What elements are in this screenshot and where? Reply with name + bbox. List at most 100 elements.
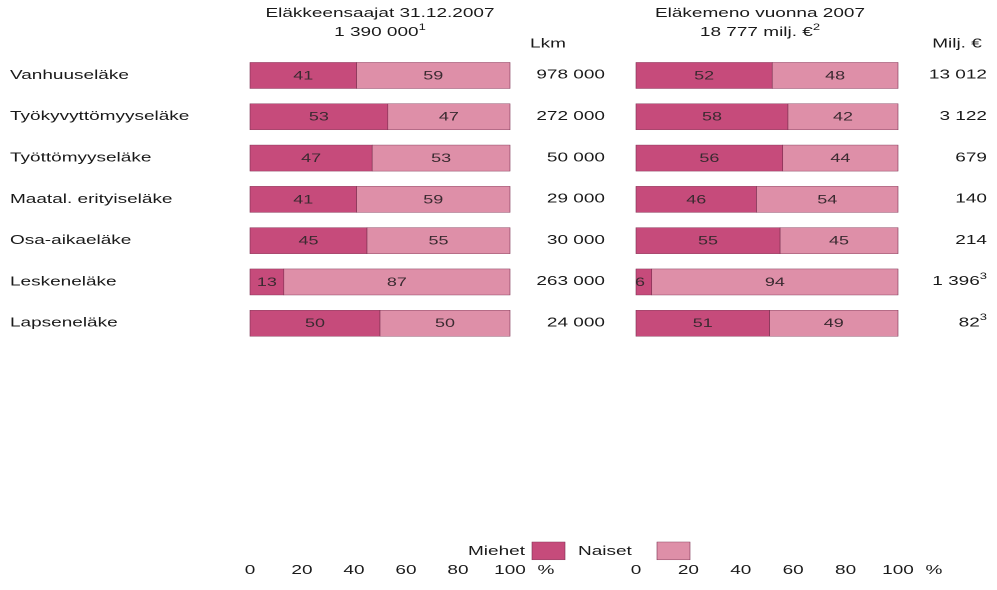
x-unit: % bbox=[926, 563, 943, 577]
data-label: 53 bbox=[309, 110, 329, 124]
total-label: 30 000 bbox=[547, 233, 605, 247]
chart-subtitle-note: 1 bbox=[419, 23, 426, 33]
bar-segment bbox=[249, 144, 373, 172]
total-label: 140 bbox=[955, 192, 987, 206]
bar-segment bbox=[249, 103, 389, 131]
chart-subtitle-note: 2 bbox=[813, 23, 820, 33]
bar-segment bbox=[635, 186, 757, 213]
data-label: 55 bbox=[428, 234, 448, 248]
data-label: 13 bbox=[257, 276, 277, 290]
total-label-text: 263 000 bbox=[536, 274, 605, 288]
bar-segment bbox=[371, 144, 511, 172]
bar-segment bbox=[635, 310, 770, 337]
chart-title: Eläkkeensaajat 31.12.2007 bbox=[265, 6, 494, 20]
chart-subtitle-text: 1 390 000 bbox=[334, 25, 418, 39]
total-label: 3 122 bbox=[939, 109, 987, 123]
category-label: Osa-aikaeläke bbox=[10, 233, 131, 247]
data-label: 59 bbox=[423, 69, 443, 83]
x-tick-label: 100 bbox=[494, 563, 526, 577]
total-label-text: 13 012 bbox=[929, 68, 987, 82]
total-label: 50 000 bbox=[547, 150, 605, 164]
bar-segment bbox=[635, 144, 784, 172]
category-label: Työkyvyttömyyseläke bbox=[10, 109, 189, 123]
data-label: 44 bbox=[830, 152, 850, 166]
legend-swatch bbox=[656, 541, 691, 561]
total-label-text: 140 bbox=[955, 192, 987, 206]
bar-segment bbox=[787, 103, 899, 131]
data-label: 94 bbox=[765, 276, 785, 290]
total-label-text: 50 000 bbox=[547, 150, 605, 164]
bar-segment bbox=[635, 103, 789, 131]
total-label: 13 012 bbox=[929, 68, 987, 82]
bar-segment bbox=[779, 227, 899, 254]
x-tick-label: 40 bbox=[343, 563, 364, 577]
total-label-text: 30 000 bbox=[547, 233, 605, 247]
chart-title: Eläkemeno vuonna 2007 bbox=[655, 6, 865, 20]
bar-segment bbox=[635, 62, 773, 89]
legend-label: Naiset bbox=[578, 544, 632, 558]
bar-segment bbox=[651, 268, 899, 296]
bar-segment bbox=[379, 310, 511, 337]
data-label: 50 bbox=[435, 317, 455, 331]
total-label: 263 000 bbox=[536, 274, 605, 288]
data-label: 41 bbox=[293, 69, 313, 83]
x-tick-label: 80 bbox=[835, 563, 856, 577]
bar-segment bbox=[356, 62, 511, 89]
total-label-text: 679 bbox=[955, 150, 987, 164]
total-label-text: 978 000 bbox=[536, 68, 605, 82]
x-tick-label: 0 bbox=[631, 563, 642, 577]
bar-segment bbox=[387, 103, 511, 131]
total-label: 679 bbox=[955, 150, 987, 164]
total-label-text: 82 bbox=[959, 316, 980, 330]
data-label: 56 bbox=[699, 152, 719, 166]
total-label: 1 3963 bbox=[932, 272, 987, 289]
bar-segment bbox=[249, 227, 368, 254]
bar-segment bbox=[249, 62, 357, 89]
bar-segment bbox=[366, 227, 511, 254]
x-tick-label: 100 bbox=[882, 563, 914, 577]
data-label: 52 bbox=[694, 69, 714, 83]
data-label: 54 bbox=[817, 193, 837, 207]
category-label: Työttömyyseläke bbox=[10, 150, 151, 164]
data-label: 55 bbox=[698, 234, 718, 248]
data-label: 48 bbox=[825, 69, 845, 83]
bar-segment bbox=[635, 227, 781, 254]
x-unit: % bbox=[538, 563, 555, 577]
data-label: 47 bbox=[439, 110, 459, 124]
bar-segment bbox=[283, 268, 511, 296]
bar-segment bbox=[356, 186, 511, 213]
category-label: Vanhuuseläke bbox=[10, 68, 129, 82]
chart-subtitle: 18 777 milj. €2 bbox=[700, 23, 820, 40]
total-label: 24 000 bbox=[547, 316, 605, 330]
data-label: 87 bbox=[387, 276, 407, 290]
total-label-text: 214 bbox=[955, 233, 987, 247]
total-label-text: 3 122 bbox=[939, 109, 987, 123]
total-header: Lkm bbox=[530, 36, 566, 50]
data-label: 51 bbox=[693, 317, 713, 331]
chart-subtitle: 1 390 0001 bbox=[334, 23, 426, 40]
data-label: 50 bbox=[305, 317, 325, 331]
x-tick-label: 60 bbox=[395, 563, 416, 577]
bar-segment bbox=[782, 144, 899, 172]
data-label: 41 bbox=[293, 193, 313, 207]
total-label-text: 29 000 bbox=[547, 192, 605, 206]
total-label: 978 000 bbox=[536, 68, 605, 82]
x-tick-label: 0 bbox=[245, 563, 256, 577]
total-label-note: 3 bbox=[980, 313, 987, 323]
total-label: 214 bbox=[955, 233, 987, 247]
category-label: Lapseneläke bbox=[10, 316, 118, 330]
total-label-text: 24 000 bbox=[547, 316, 605, 330]
data-label: 49 bbox=[824, 317, 844, 331]
chart-subtitle-text: 18 777 milj. € bbox=[700, 25, 813, 39]
category-label: Maatal. erityiseläke bbox=[10, 192, 173, 206]
data-label: 46 bbox=[686, 193, 706, 207]
data-label: 6 bbox=[635, 276, 645, 290]
category-label: Leskeneläke bbox=[10, 274, 117, 288]
x-tick-label: 20 bbox=[678, 563, 699, 577]
legend-swatch bbox=[531, 541, 566, 561]
x-tick-label: 20 bbox=[291, 563, 312, 577]
bar-segment bbox=[771, 62, 899, 89]
bar-segment bbox=[249, 310, 381, 337]
bar-segment bbox=[769, 310, 899, 337]
